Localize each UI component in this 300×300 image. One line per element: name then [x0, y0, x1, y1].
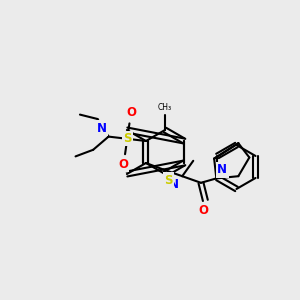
Text: CH₃: CH₃: [158, 103, 172, 112]
Text: O: O: [198, 204, 208, 218]
Text: S: S: [123, 132, 131, 145]
Text: N: N: [97, 122, 106, 135]
Text: S: S: [164, 174, 173, 187]
Text: O: O: [126, 106, 136, 119]
Text: O: O: [118, 158, 128, 171]
Text: N: N: [217, 164, 227, 176]
Text: N: N: [169, 178, 179, 191]
Text: CH₃: CH₃: [157, 102, 173, 111]
